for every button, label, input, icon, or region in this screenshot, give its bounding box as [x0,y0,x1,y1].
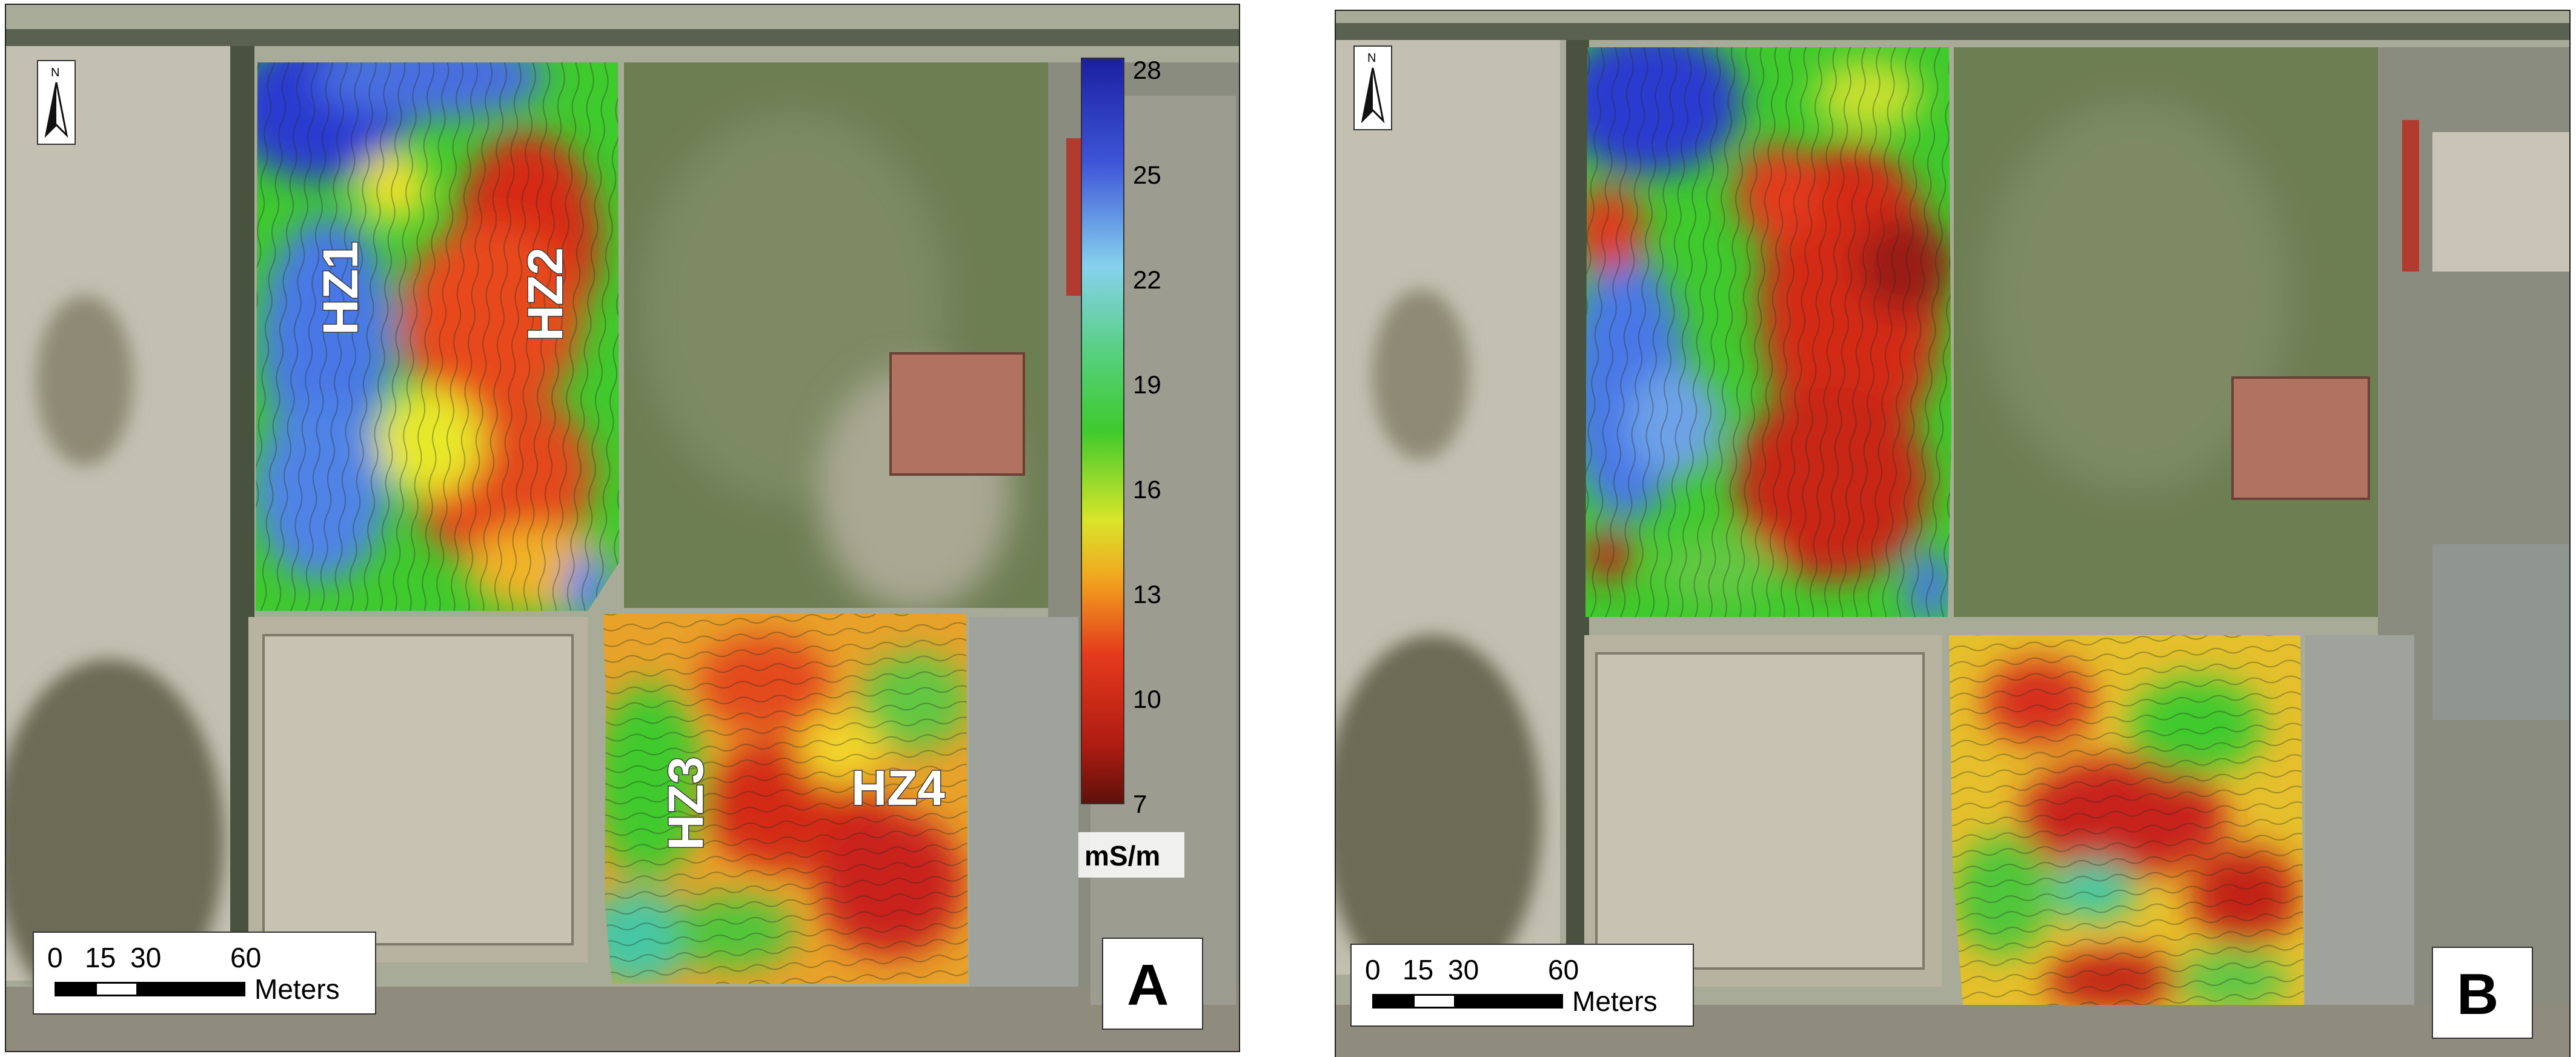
building-a [891,353,1024,475]
legend-tick: 22 [1133,265,1161,294]
legend-tick: 28 [1133,56,1161,84]
panel-b-aerial-image [1336,11,2569,1057]
north-arrow: N [1353,45,1392,130]
building-b [2232,378,2369,499]
conductivity-legend: 28 25 22 19 16 13 10 7 mS/m [1078,56,1184,878]
legend-tick: 25 [1133,161,1161,189]
legend-tick: 13 [1133,580,1161,609]
svg-text:60: 60 [1548,954,1579,985]
legend-color-bar [1081,58,1124,804]
panel-a: HZ1 HZ2 HZ3 HZ4 28 25 22 19 16 13 10 7 m… [5,4,1240,1052]
legend-tick: 16 [1133,475,1161,504]
panel-a-conductivity-map-top [256,62,619,611]
north-arrow: N [37,60,76,145]
svg-text:B: B [2457,962,2498,1027]
scale-bar: 0 15 30 60 Meters [33,932,376,1015]
svg-text:N: N [1367,52,1376,65]
legend-tick: 7 [1133,790,1147,818]
zone-label-hz4: HZ4 [851,761,945,816]
svg-text:N: N [51,66,59,79]
panel-a-aerial-image [6,5,1239,1051]
svg-text:A: A [1127,953,1169,1018]
panel-label: A [1102,938,1203,1030]
zone-label-hz1: HZ1 [313,241,368,335]
panel-a-conductivity-map-bottom [603,614,968,984]
svg-text:0: 0 [47,942,63,973]
svg-text:30: 30 [130,942,161,973]
scale-unit: Meters [254,973,340,1005]
svg-text:15: 15 [1403,954,1433,985]
zone-label-hz3: HZ3 [659,756,714,850]
panel-label: B [2432,947,2533,1039]
scale-unit: Meters [1572,985,1658,1017]
svg-text:0: 0 [1365,954,1381,985]
panel-b-conductivity-map-top [1585,47,1951,617]
svg-text:15: 15 [85,942,116,973]
legend-tick: 19 [1133,370,1161,399]
scale-bar: 0 15 30 60 Meters [1350,944,1694,1027]
panel-b-conductivity-map-bottom [1949,635,2304,1005]
svg-text:30: 30 [1448,954,1479,985]
zone-label-hz2: HZ2 [518,247,573,341]
legend-tick: 10 [1133,685,1161,713]
svg-text:60: 60 [230,942,261,973]
legend-unit: mS/m [1084,840,1160,872]
panel-b: N 0 15 30 60 Meters B [1335,10,2571,1057]
